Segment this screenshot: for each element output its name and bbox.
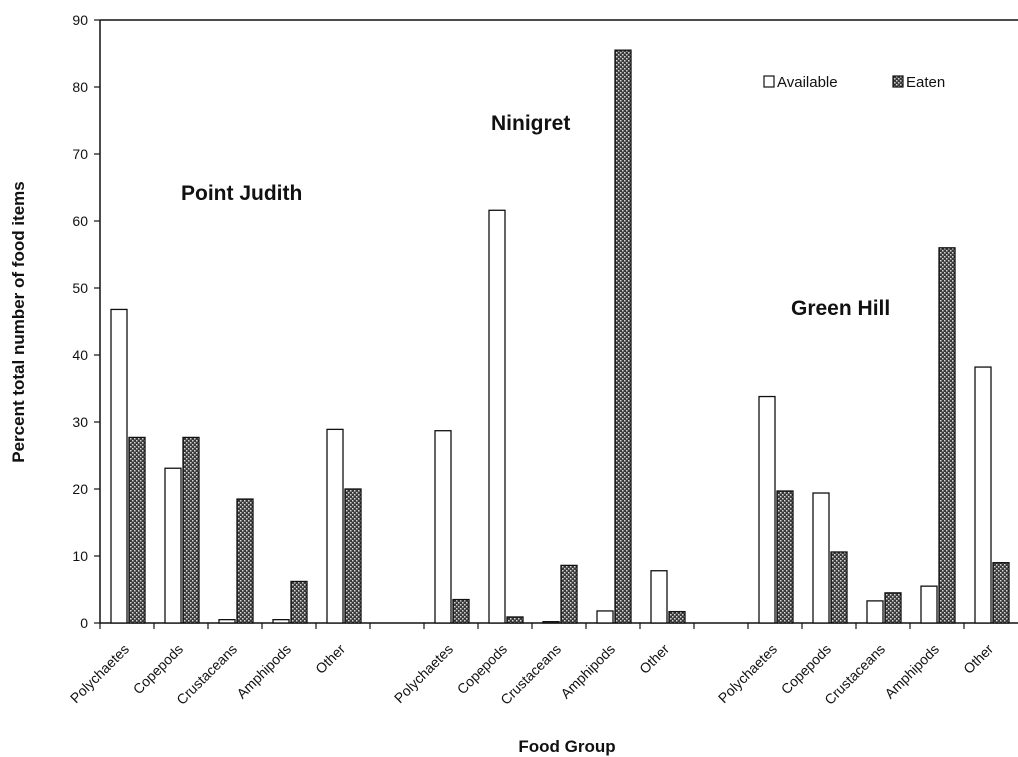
x-tick-label: Other: [960, 641, 996, 677]
bar-available: [326, 428, 344, 624]
bar-available: [488, 209, 506, 624]
y-tick-label: 10: [72, 548, 88, 564]
bar-eaten: [452, 598, 470, 624]
group-label-point-judith: Point Judith: [181, 182, 302, 205]
x-tick-label: Polychaetes: [391, 641, 456, 706]
legend-swatch-eaten: [892, 75, 904, 88]
y-tick-label: 0: [80, 615, 88, 631]
group-label-green-hill: Green Hill: [791, 297, 890, 320]
bar-eaten: [884, 592, 902, 624]
bar-eaten: [236, 498, 254, 624]
x-tick-label: Amphipods: [233, 641, 294, 702]
y-tick-label: 90: [72, 12, 88, 28]
x-tick-label: Amphipods: [881, 641, 942, 702]
y-tick-label: 30: [72, 414, 88, 430]
bar-available: [974, 366, 992, 624]
y-tick-label: 70: [72, 146, 88, 162]
y-tick-label: 80: [72, 79, 88, 95]
bar-eaten: [938, 247, 956, 624]
bar-eaten: [776, 490, 794, 624]
y-tick-label: 20: [72, 481, 88, 497]
x-axis-title: Food Group: [518, 737, 615, 756]
bar-eaten: [128, 436, 146, 624]
x-tick-label: Other: [312, 641, 348, 677]
x-tick-label: Copepods: [130, 641, 186, 697]
bar-available: [758, 395, 776, 624]
legend-label-available: Available: [777, 74, 838, 91]
bar-available: [866, 600, 884, 624]
bar-eaten: [560, 564, 578, 624]
x-tick-label: Polychaetes: [715, 641, 780, 706]
bar-available: [542, 621, 560, 624]
bars: [110, 49, 1010, 624]
bar-available: [434, 430, 452, 624]
bar-eaten: [992, 562, 1010, 624]
bar-eaten: [668, 610, 686, 624]
bar-available: [812, 492, 830, 624]
legend-label-eaten: Eaten: [906, 74, 945, 91]
x-tick-label: Polychaetes: [67, 641, 132, 706]
y-tick-label: 50: [72, 280, 88, 296]
bar-eaten: [614, 49, 632, 624]
legend: Available Eaten: [763, 74, 945, 91]
bar-available: [164, 467, 182, 624]
legend-swatch-available: [763, 75, 775, 88]
bar-available: [272, 619, 290, 624]
axes: 0 10 20 30 40 50 60 70 80 90: [72, 12, 1018, 631]
bar-eaten: [182, 436, 200, 624]
bar-available: [110, 308, 128, 624]
x-tick-label: Copepods: [778, 641, 834, 697]
y-axis-title: Percent total number of food items: [9, 181, 28, 462]
bar-eaten: [344, 488, 362, 624]
x-tick-label: Other: [636, 641, 672, 677]
bar-available: [650, 570, 668, 624]
group-label-ninigret: Ninigret: [491, 112, 570, 135]
y-tick-label: 40: [72, 347, 88, 363]
bar-eaten: [290, 580, 308, 624]
x-tick-label: Amphipods: [557, 641, 618, 702]
y-tick-label: 60: [72, 213, 88, 229]
bar-eaten: [830, 551, 848, 624]
bar-available: [596, 610, 614, 624]
bar-available: [218, 619, 236, 624]
bar-eaten: [506, 616, 524, 624]
bar-available: [920, 585, 938, 624]
x-tick-label: Copepods: [454, 641, 510, 697]
